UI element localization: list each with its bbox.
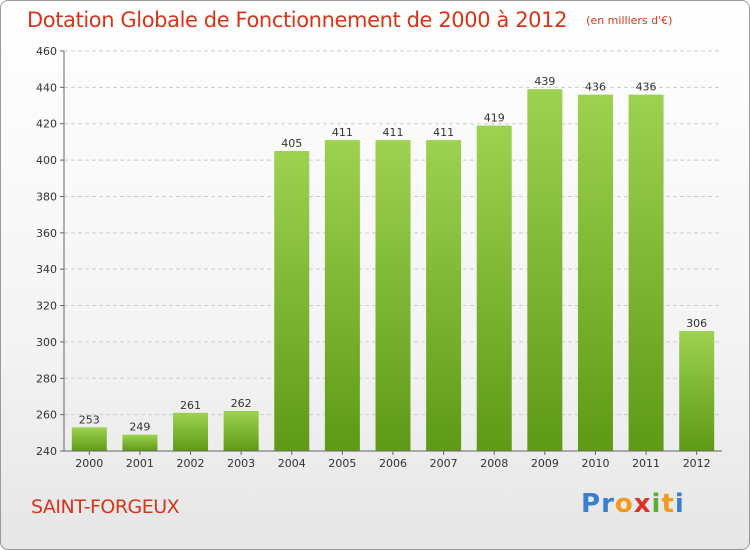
proxiti-logo: Proxiti xyxy=(581,489,685,519)
commune-name: SAINT-FORGEUX xyxy=(31,496,180,518)
bar-layer: 253 249 261 262 405 411 411 411 419 439 436 436 306 xyxy=(71,75,715,452)
chart-title: Dotation Globale de Fonctionnement de 20… xyxy=(27,8,568,32)
x-tick-label: 2010 xyxy=(581,457,609,470)
bar xyxy=(628,94,664,452)
x-tick-label: 2000 xyxy=(75,457,103,470)
bar-value-label: 261 xyxy=(180,399,201,412)
bar xyxy=(324,140,360,451)
bar xyxy=(375,140,411,451)
bar xyxy=(476,125,512,451)
y-tick-label: 400 xyxy=(36,154,57,167)
bar xyxy=(679,331,715,451)
x-tick-label: 2005 xyxy=(328,457,356,470)
bar-value-label: 436 xyxy=(636,81,657,94)
y-tick-label: 340 xyxy=(36,263,57,276)
bar xyxy=(426,140,462,451)
bar-value-label: 306 xyxy=(686,317,707,330)
y-tick-label: 360 xyxy=(36,227,57,240)
x-tick-label: 2009 xyxy=(531,457,559,470)
x-tick-label: 2006 xyxy=(379,457,407,470)
x-tick-label: 2007 xyxy=(430,457,458,470)
bar-value-label: 253 xyxy=(79,413,100,426)
title-row: Dotation Globale de Fonctionnement de 20… xyxy=(27,8,672,32)
bar-value-label: 411 xyxy=(383,126,404,139)
chart-unit: (en milliers d'€) xyxy=(586,14,673,27)
x-tick-label: 2001 xyxy=(126,457,154,470)
x-tick-label: 2003 xyxy=(227,457,255,470)
x-tick-label: 2011 xyxy=(632,457,660,470)
bar-value-label: 436 xyxy=(585,81,606,94)
x-tick-label: 2002 xyxy=(177,457,205,470)
bar-value-label: 411 xyxy=(433,126,454,139)
logo-letter: i xyxy=(674,489,685,519)
axis-layer: 240 260 280 300 320 340 360 380 400 420 440 460 2000… xyxy=(36,45,722,470)
bar xyxy=(71,427,107,451)
x-tick-label: 2004 xyxy=(278,457,306,470)
bar-value-label: 405 xyxy=(281,137,302,150)
bar xyxy=(527,89,563,451)
y-tick-label: 320 xyxy=(36,300,57,313)
y-tick-label: 460 xyxy=(36,45,57,58)
bar xyxy=(274,151,310,451)
bar-value-label: 262 xyxy=(231,397,252,410)
x-tick-label: 2012 xyxy=(683,457,711,470)
logo-letter: r xyxy=(601,489,615,519)
bar xyxy=(223,411,259,451)
bar-value-label: 439 xyxy=(534,75,555,88)
y-tick-label: 260 xyxy=(36,409,57,422)
y-tick-label: 420 xyxy=(36,118,57,131)
logo-letter: P xyxy=(581,489,602,519)
y-tick-label: 440 xyxy=(36,81,57,94)
y-tick-label: 240 xyxy=(36,445,57,458)
bar xyxy=(173,412,209,451)
bar xyxy=(122,434,158,451)
bar-value-label: 249 xyxy=(129,421,150,434)
logo-letter: i xyxy=(651,489,662,519)
logo-letter: x xyxy=(633,489,652,519)
y-tick-label: 280 xyxy=(36,372,57,385)
y-tick-label: 300 xyxy=(36,336,57,349)
logo-letter: t xyxy=(661,489,675,519)
bar xyxy=(577,94,613,452)
x-tick-label: 2008 xyxy=(480,457,508,470)
bar-value-label: 419 xyxy=(484,112,505,125)
logo-letter: o xyxy=(614,489,634,519)
y-tick-label: 380 xyxy=(36,190,57,203)
bar-value-label: 411 xyxy=(332,126,353,139)
